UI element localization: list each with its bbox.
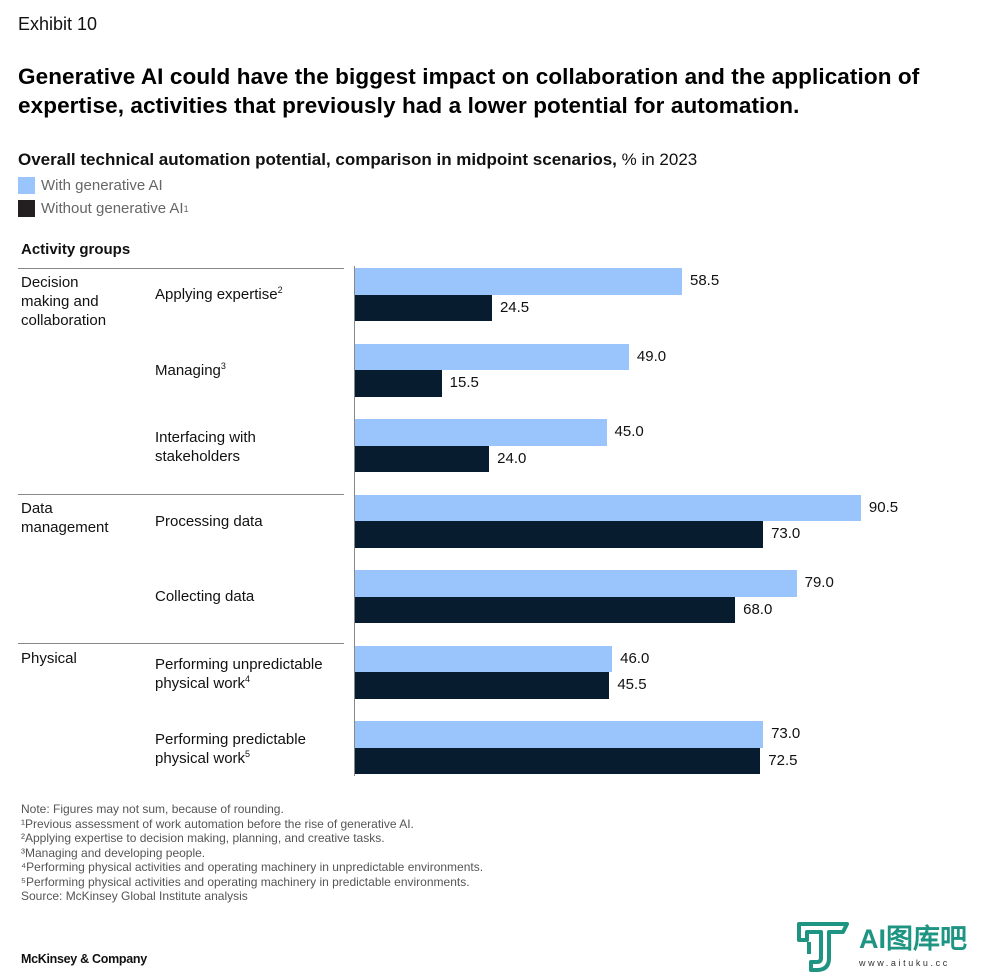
category-label: Interfacing with stakeholders <box>155 428 325 466</box>
legend-swatch-without <box>18 200 35 217</box>
bar-value-label: 73.0 <box>771 525 801 542</box>
category-label: Collecting data <box>155 587 345 606</box>
category-label-text: Performing unpredictable physical work <box>155 655 323 692</box>
category-label-text: Performing predictable physical work <box>155 731 306 767</box>
bar-value-label: 45.5 <box>617 676 647 693</box>
group-divider <box>18 268 344 269</box>
group-divider <box>18 494 344 495</box>
legend-label-without: Without generative AI <box>41 200 184 217</box>
note-line: ³Managing and developing people. <box>21 845 206 860</box>
category-label-text: Applying expertise <box>155 286 278 303</box>
bar-without-gen-ai <box>355 596 736 623</box>
category-label-text: Interfacing with stakeholders <box>155 429 256 465</box>
bar-without-gen-ai <box>355 370 442 397</box>
chart-subtitle: Overall technical automation potential, … <box>18 150 697 170</box>
group-label-data: Data management <box>21 500 109 536</box>
category-footnote: 2 <box>277 285 283 295</box>
bar-value-label: 46.0 <box>620 649 650 667</box>
headline: Generative AI could have the biggest imp… <box>18 64 920 118</box>
bar-with-gen-ai <box>355 721 764 748</box>
y-axis-line <box>354 266 355 776</box>
legend-label-with: With generative AI <box>41 177 163 194</box>
bar-with-gen-ai <box>355 570 797 597</box>
category-label: Managing3 <box>155 361 345 380</box>
bar-value-label: 79.0 <box>804 574 834 591</box>
exhibit-label: Exhibit 10 <box>18 14 98 34</box>
bar-value-label: 24.0 <box>497 449 527 467</box>
bar-without-gen-ai <box>355 445 490 472</box>
t-logo-icon <box>797 922 849 972</box>
category-footnote: 3 <box>220 360 226 371</box>
bar-value-label: 72.5 <box>768 751 798 769</box>
bar-value-label: 90.5 <box>868 498 899 516</box>
bar-without-gen-ai <box>355 747 761 774</box>
group-divider <box>18 643 344 644</box>
subtitle-unit: % in 2023 <box>621 150 698 169</box>
category-footnote: 5 <box>245 749 251 759</box>
group-label-physical: Physical <box>21 650 77 667</box>
note-line: Source: McKinsey Global Institute analys… <box>21 889 248 903</box>
note-line: ⁵Performing physical activities and oper… <box>21 874 470 889</box>
subtitle-bold: Overall technical automation potential, … <box>18 150 617 169</box>
legend-item-without-gen-ai: Without generative AI 1 <box>18 200 189 217</box>
bar-value-label: 45.0 <box>614 423 644 440</box>
watermark: AI图库吧 www.aituku.cc <box>795 918 967 974</box>
bar-value-label: 24.5 <box>499 298 530 316</box>
bar-value-label: 58.5 <box>690 272 720 289</box>
category-label: Performing predictable physical work5 <box>155 730 325 768</box>
category-label-text: Managing <box>155 361 221 379</box>
bar-with-gen-ai <box>355 419 607 446</box>
bar-with-gen-ai <box>355 268 682 295</box>
bar-without-gen-ai <box>355 521 764 548</box>
note-line: ⁴Performing physical activities and oper… <box>21 860 484 874</box>
bar-without-gen-ai <box>355 672 610 699</box>
watermark-url: www.aituku.cc <box>859 958 950 968</box>
note-line: ¹Previous assessment of work automation … <box>21 816 414 831</box>
activity-groups-header: Activity groups <box>21 241 131 258</box>
category-label-text: Collecting data <box>155 588 255 605</box>
brand-logo: McKinsey & Company <box>21 952 147 966</box>
bar-value-label: 49.0 <box>636 347 667 365</box>
bar-with-gen-ai <box>355 645 613 672</box>
legend-swatch-with <box>18 177 35 194</box>
bar-value-label: 73.0 <box>771 725 801 742</box>
category-label-text: Processing data <box>155 512 263 530</box>
group-label-decision: Decision making and collaboration <box>21 274 107 329</box>
category-label: Applying expertise2 <box>155 285 345 304</box>
category-footnote: 4 <box>245 673 251 684</box>
note-line: ²Applying expertise to decision making, … <box>21 831 385 845</box>
note-line: Note: Figures may not sum, because of ro… <box>21 802 284 816</box>
watermark-title: AI图库吧 <box>859 924 967 954</box>
legend-item-with-gen-ai: With generative AI <box>18 177 163 194</box>
bar-without-gen-ai <box>355 294 492 321</box>
bar-value-label: 68.0 <box>743 600 773 618</box>
category-label: Processing data <box>155 512 345 531</box>
legend-footnote: 1 <box>183 203 189 214</box>
footnotes: Note: Figures may not sum, because of ro… <box>21 802 483 904</box>
category-label: Performing unpredictable physical work4 <box>155 655 340 693</box>
bar-with-gen-ai <box>355 494 861 521</box>
bar-value-label: 15.5 <box>449 374 479 391</box>
bar-with-gen-ai <box>355 343 629 370</box>
